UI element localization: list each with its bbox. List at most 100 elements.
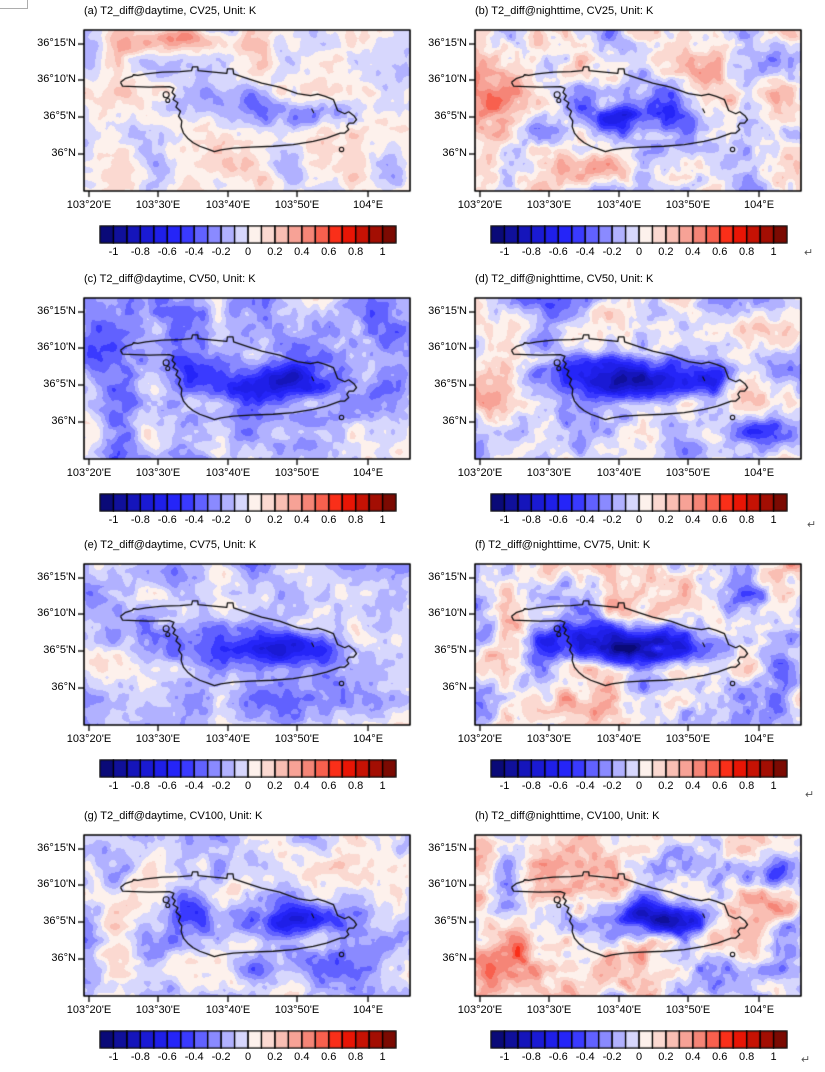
x-axis-tick-label: 103°40'E bbox=[205, 467, 251, 479]
panel-title: (a) T2_diff@daytime, CV25, Unit: K bbox=[84, 5, 257, 17]
y-axis-tick-label: 36°15'N bbox=[37, 37, 76, 49]
document-corner-artifact bbox=[0, 0, 28, 9]
paragraph-return-mark: ↵ bbox=[804, 247, 814, 259]
colorbar-tick-label: 0.6 bbox=[712, 780, 728, 792]
colorbar-tick-label: 0.6 bbox=[321, 514, 337, 526]
colorbar-tick-label: -1 bbox=[499, 780, 510, 792]
x-axis-tick-label: 103°40'E bbox=[205, 733, 251, 745]
colorbar-tick-label: -0.2 bbox=[211, 246, 231, 258]
y-axis-tick-label: 36°N bbox=[51, 147, 76, 159]
colorbar-tick-label: 0 bbox=[635, 1051, 643, 1063]
colorbar-tick-label: 0.8 bbox=[347, 1051, 364, 1063]
colorbar-tick-label: 1 bbox=[770, 780, 777, 792]
colorbar-tick-label: -0.6 bbox=[548, 246, 568, 258]
map-canvas bbox=[78, 28, 412, 199]
y-axis-tick-label: 36°5'N bbox=[434, 110, 467, 122]
x-axis-tick-label: 103°20'E bbox=[66, 467, 112, 479]
colorbar-tick-label: 0.2 bbox=[658, 514, 674, 526]
colorbar-tick-label: 1 bbox=[379, 246, 386, 258]
y-axis-tick-label: 36°10'N bbox=[428, 607, 467, 619]
colorbar-tick-label: 0 bbox=[244, 246, 252, 258]
colorbar-tick-label: 0.6 bbox=[321, 780, 337, 792]
y-axis-tick-label: 36°N bbox=[442, 952, 467, 964]
colorbar-tick-label: -0.8 bbox=[521, 780, 541, 792]
panel-f: (f) T2_diff@nighttime, CV75, Unit: K 36°1… bbox=[391, 534, 811, 798]
y-axis-tick-label: 36°10'N bbox=[428, 73, 467, 85]
colorbar-tick-label: 1 bbox=[770, 246, 777, 258]
colorbar-tick-label: -0.2 bbox=[211, 780, 231, 792]
colorbar-tick-label: 0.8 bbox=[347, 514, 364, 526]
y-axis-tick-label: 36°5'N bbox=[434, 378, 467, 390]
panel-g: (g) T2_diff@daytime, CV100, Unit: K 36°15… bbox=[0, 805, 420, 1069]
colorbar-tick-label: 0.2 bbox=[267, 780, 283, 792]
colorbar bbox=[490, 759, 788, 778]
y-axis-tick-label: 36°10'N bbox=[37, 878, 76, 890]
panel-title: (f) T2_diff@nighttime, CV75, Unit: K bbox=[475, 539, 651, 551]
colorbar-tick-label: -0.4 bbox=[575, 514, 595, 526]
colorbar-tick-label: 0.8 bbox=[347, 780, 364, 792]
colorbar-tick-label: -0.4 bbox=[575, 780, 595, 792]
y-axis-tick-label: 36°10'N bbox=[428, 878, 467, 890]
colorbar-tick-label: -0.2 bbox=[602, 1051, 622, 1063]
x-axis-tick-label: 104°E bbox=[352, 1004, 384, 1016]
map-canvas bbox=[78, 296, 412, 467]
panel-title: (g) T2_diff@daytime, CV100, Unit: K bbox=[84, 810, 263, 822]
y-axis-tick-label: 36°N bbox=[442, 681, 467, 693]
colorbar-tick-label: 0.4 bbox=[685, 1051, 701, 1063]
colorbar-tick-label: -0.6 bbox=[548, 780, 568, 792]
x-axis-tick-label: 103°50'E bbox=[665, 1004, 711, 1016]
colorbar-tick-label: 0.6 bbox=[712, 1051, 728, 1063]
y-axis-tick-label: 36°N bbox=[51, 952, 76, 964]
y-axis-tick-label: 36°5'N bbox=[43, 110, 76, 122]
colorbar-tick-label: 0.6 bbox=[712, 246, 728, 258]
colorbar-tick-label: 1 bbox=[379, 780, 386, 792]
colorbar-tick-label: 0.4 bbox=[294, 780, 310, 792]
colorbar-tick-label: -1 bbox=[499, 246, 510, 258]
y-axis-tick-label: 36°5'N bbox=[43, 644, 76, 656]
colorbar bbox=[99, 493, 397, 512]
panel-d: (d) T2_diff@nighttime, CV50, Unit: K 36°1… bbox=[391, 268, 811, 532]
colorbar bbox=[490, 1030, 788, 1049]
map-canvas bbox=[469, 833, 803, 1004]
colorbar-tick-label: -0.8 bbox=[130, 1051, 150, 1063]
map-canvas bbox=[78, 562, 412, 733]
colorbar-tick-label: 0.8 bbox=[738, 514, 755, 526]
y-axis-tick-label: 36°15'N bbox=[37, 305, 76, 317]
colorbar-tick-label: 0.2 bbox=[267, 514, 283, 526]
colorbar-tick-label: -0.2 bbox=[602, 514, 622, 526]
colorbar-tick-label: -0.4 bbox=[184, 780, 204, 792]
colorbar-tick-label: -0.6 bbox=[157, 246, 177, 258]
colorbar-tick-label: 0.4 bbox=[294, 514, 310, 526]
colorbar bbox=[99, 759, 397, 778]
colorbar-tick-label: -1 bbox=[108, 246, 119, 258]
colorbar-tick-label: -0.2 bbox=[602, 246, 622, 258]
colorbar-tick-label: -1 bbox=[108, 780, 119, 792]
y-axis-tick-label: 36°5'N bbox=[43, 378, 76, 390]
colorbar-tick-label: -1 bbox=[499, 514, 510, 526]
colorbar-tick-label: -0.4 bbox=[184, 246, 204, 258]
colorbar-tick-label: 0.4 bbox=[294, 1051, 310, 1063]
colorbar-tick-label: 0.2 bbox=[658, 246, 674, 258]
x-axis-tick-label: 103°20'E bbox=[66, 1004, 112, 1016]
colorbar bbox=[490, 225, 788, 244]
x-axis-tick-label: 103°50'E bbox=[665, 199, 711, 211]
colorbar-tick-label: 0 bbox=[244, 780, 252, 792]
colorbar-tick-label: -0.8 bbox=[521, 246, 541, 258]
y-axis-tick-label: 36°5'N bbox=[43, 915, 76, 927]
x-axis-tick-label: 103°40'E bbox=[596, 467, 642, 479]
y-axis-tick-label: 36°15'N bbox=[428, 842, 467, 854]
x-axis-tick-label: 103°20'E bbox=[457, 467, 503, 479]
x-axis-tick-label: 103°50'E bbox=[665, 733, 711, 745]
colorbar-tick-label: -0.8 bbox=[521, 1051, 541, 1063]
x-axis-tick-label: 103°30'E bbox=[135, 1004, 181, 1016]
panel-a: (a) T2_diff@daytime, CV25, Unit: K 36°15'… bbox=[0, 0, 420, 264]
x-axis-tick-label: 103°50'E bbox=[274, 1004, 320, 1016]
panel-title: (d) T2_diff@nighttime, CV50, Unit: K bbox=[475, 273, 654, 285]
colorbar bbox=[490, 493, 788, 512]
x-axis-tick-label: 104°E bbox=[352, 199, 384, 211]
x-axis-tick-label: 103°30'E bbox=[526, 1004, 572, 1016]
x-axis-tick-label: 103°30'E bbox=[135, 199, 181, 211]
x-axis-tick-label: 103°40'E bbox=[596, 199, 642, 211]
colorbar-tick-label: 1 bbox=[770, 1051, 777, 1063]
colorbar-tick-label: 0.4 bbox=[685, 246, 701, 258]
